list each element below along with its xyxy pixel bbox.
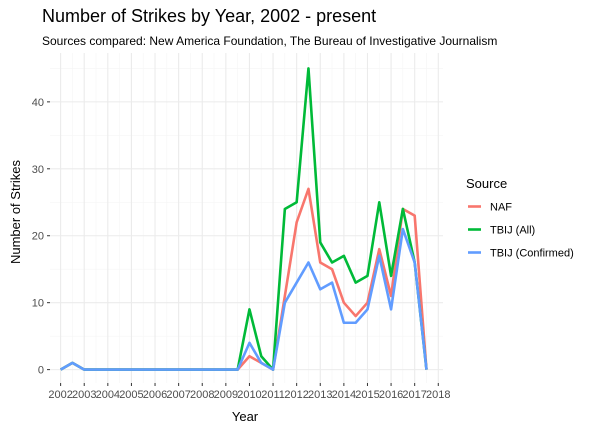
plot-panel: [50, 53, 443, 383]
legend: Source NAF TBIJ (All) TBIJ (Confirmed): [466, 176, 574, 261]
y-axis-title: Number of Strikes: [8, 159, 23, 264]
x-tick-label: 2014: [332, 389, 356, 401]
x-tick-label: 2011: [261, 389, 285, 401]
x-tick-label: 2015: [355, 389, 379, 401]
grid-layer: [50, 53, 443, 383]
x-tick-label: 2013: [308, 389, 332, 401]
series-line-tbij-confirmed: [59, 227, 428, 371]
legend-title: Source: [466, 176, 507, 191]
x-tick-label: 2016: [379, 389, 403, 401]
y-tick-label: 40: [32, 97, 44, 109]
x-tick-label: 2006: [143, 389, 167, 401]
x-tick-label: 2010: [237, 389, 261, 401]
x-tick-label: 2004: [96, 389, 120, 401]
legend-label-naf: NAF: [490, 202, 512, 214]
x-tick-label: 2018: [426, 389, 450, 401]
x-tick-label: 2003: [72, 389, 96, 401]
chart-subtitle: Sources compared: New America Foundation…: [42, 34, 498, 48]
x-tick-label: 2007: [166, 389, 190, 401]
x-tick-label: 2012: [284, 389, 308, 401]
x-axis-title: Year: [232, 409, 259, 424]
x-tick-label: 2017: [402, 389, 426, 401]
y-tick-label: 10: [32, 298, 44, 310]
x-tick-label: 2008: [190, 389, 214, 401]
legend-label-tbij-all: TBIJ (All): [490, 225, 535, 237]
y-tick-label: 30: [32, 164, 44, 176]
y-tick-label: 20: [32, 231, 44, 243]
x-tick-label: 2005: [119, 389, 143, 401]
y-tick-label: 0: [38, 365, 44, 377]
legend-label-tbij-confirmed: TBIJ (Confirmed): [490, 248, 574, 260]
axis-layer: 2002 2003 2004 2005 2006 2007 2008 2009 2010 2011…: [32, 97, 451, 401]
x-tick-label: 2002: [48, 389, 72, 401]
chart-title: Number of Strikes by Year, 2002 - presen…: [42, 6, 377, 26]
series-layer: [59, 67, 428, 371]
x-tick-label: 2009: [214, 389, 238, 401]
